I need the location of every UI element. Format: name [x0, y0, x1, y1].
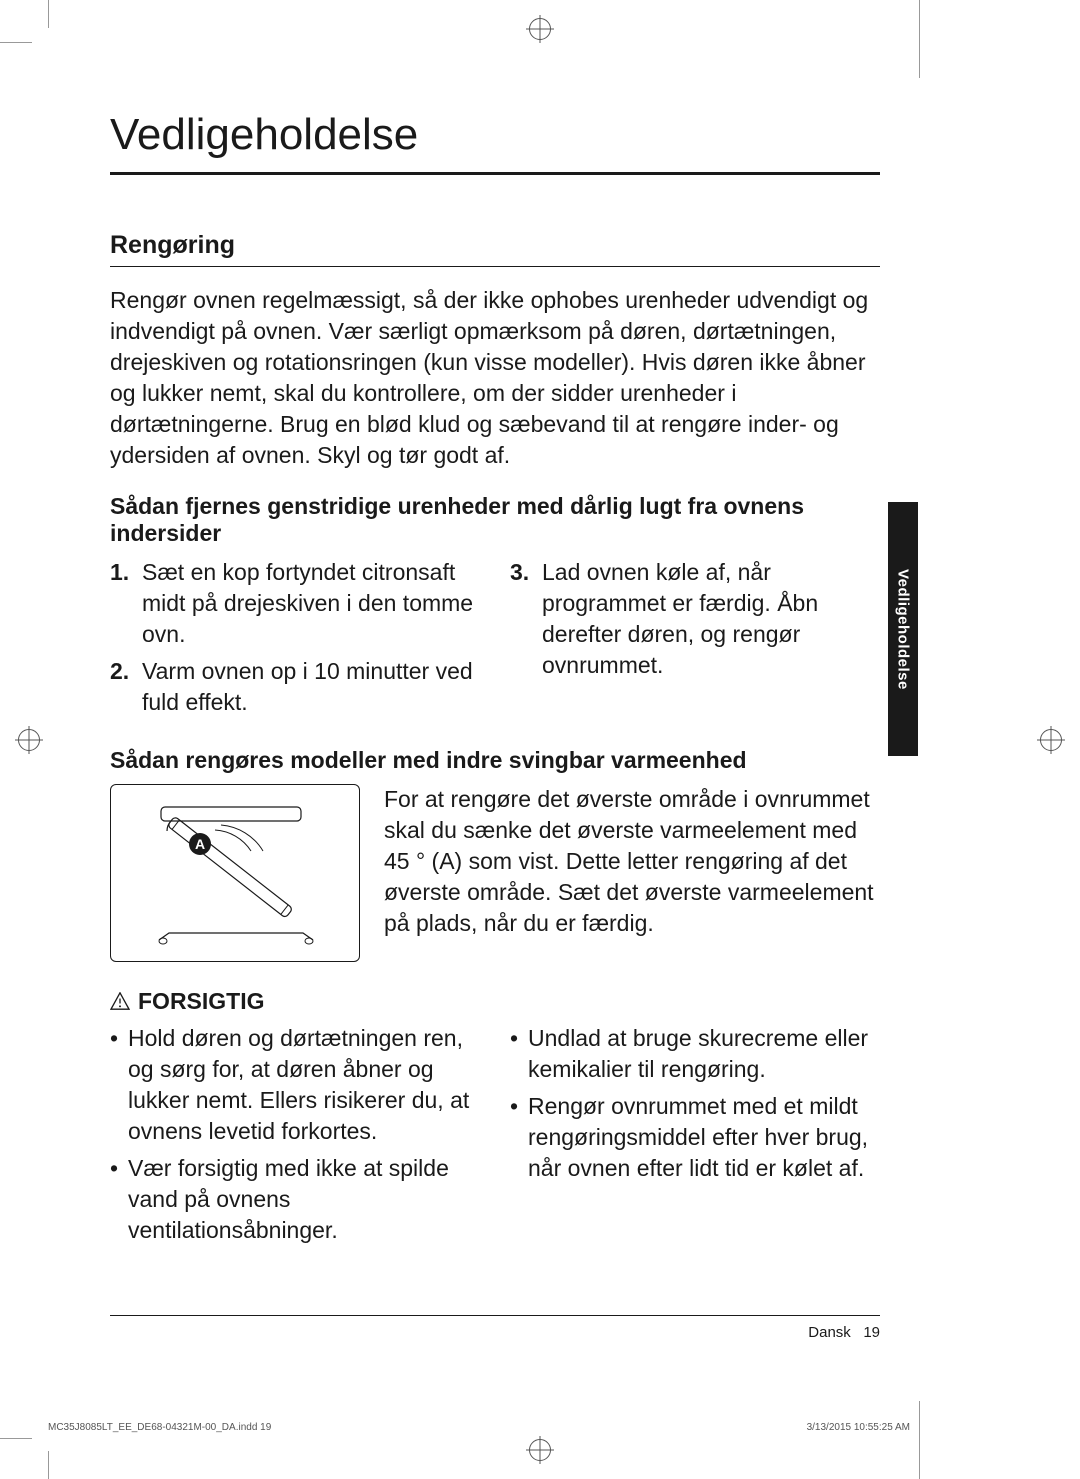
- diagram-row: A For at rengøre det øverste område i ov…: [110, 784, 880, 962]
- bullet-dot-icon: •: [110, 1023, 128, 1147]
- section-heading: Rengøring: [110, 231, 880, 267]
- footer-language: Dansk: [808, 1324, 851, 1341]
- bullet-text: Vær forsigtig med ikke at spilde vand på…: [128, 1153, 480, 1246]
- page-title: Vedligeholdelse: [110, 110, 880, 175]
- crop-mark: [48, 1451, 49, 1479]
- diagram-label-a: A: [189, 833, 211, 855]
- side-tab: Vedligeholdelse: [888, 502, 918, 756]
- crop-mark: [0, 1438, 32, 1439]
- bullet-item: • Hold døren og dørtætningen ren, og sør…: [110, 1023, 480, 1147]
- bullet-text: Rengør ovnrummet med et mildt rengørings…: [528, 1091, 880, 1184]
- steps-columns: 1. Sæt en kop fortyndet citronsaft midt …: [110, 557, 880, 724]
- crop-mark: [48, 0, 49, 28]
- oven-diagram: A: [110, 784, 360, 962]
- registration-mark-icon: [18, 729, 40, 751]
- registration-mark-icon: [1040, 729, 1062, 751]
- step-text: Sæt en kop fortyndet citronsaft midt på …: [142, 557, 480, 650]
- bullet-item: • Undlad at bruge skurecreme eller kemik…: [510, 1023, 880, 1085]
- bullet-item: • Vær forsigtig med ikke at spilde vand …: [110, 1153, 480, 1246]
- page-footer: Dansk 19: [110, 1315, 880, 1341]
- step-2: 2. Varm ovnen op i 10 minutter ved fuld …: [110, 656, 480, 718]
- crop-mark: [919, 1401, 920, 1479]
- print-timestamp: 3/13/2015 10:55:25 AM: [807, 1422, 910, 1433]
- print-filename: MC35J8085LT_EE_DE68-04321M-00_DA.indd 19: [48, 1422, 271, 1433]
- step-text: Varm ovnen op i 10 minutter ved fuld eff…: [142, 656, 480, 718]
- oven-diagram-svg: [111, 785, 361, 963]
- page-content: Vedligeholdelse Rengøring Rengør ovnen r…: [110, 110, 880, 1252]
- bullet-text: Undlad at bruge skurecreme eller kemikal…: [528, 1023, 880, 1085]
- step-3: 3. Lad ovnen køle af, når programmet er …: [510, 557, 880, 681]
- registration-mark-icon: [529, 18, 551, 40]
- bullet-dot-icon: •: [110, 1153, 128, 1246]
- bullet-dot-icon: •: [510, 1023, 528, 1085]
- warning-triangle-icon: [110, 992, 130, 1010]
- step-number: 2.: [110, 656, 142, 718]
- caution-heading: FORSIGTIG: [110, 988, 880, 1015]
- subheading-swing: Sådan rengøres modeller med indre svingb…: [110, 747, 880, 774]
- step-number: 1.: [110, 557, 142, 650]
- caution-label: FORSIGTIG: [138, 988, 265, 1015]
- bullet-text: Hold døren og dørtætningen ren, og sørg …: [128, 1023, 480, 1147]
- crop-mark: [0, 42, 32, 43]
- bullet-item: • Rengør ovnrummet med et mildt rengørin…: [510, 1091, 880, 1184]
- subheading-odor: Sådan fjernes genstridige urenheder med …: [110, 493, 880, 547]
- step-1: 1. Sæt en kop fortyndet citronsaft midt …: [110, 557, 480, 650]
- bullet-dot-icon: •: [510, 1091, 528, 1184]
- registration-mark-icon: [529, 1439, 551, 1461]
- step-number: 3.: [510, 557, 542, 681]
- crop-mark: [919, 0, 920, 78]
- footer-page-number: 19: [863, 1324, 880, 1341]
- diagram-description: For at rengøre det øverste område i ovnr…: [384, 784, 880, 962]
- caution-bullets: • Hold døren og dørtætningen ren, og sør…: [110, 1023, 880, 1252]
- step-text: Lad ovnen køle af, når programmet er fær…: [542, 557, 880, 681]
- intro-paragraph: Rengør ovnen regelmæssigt, så der ikke o…: [110, 285, 880, 471]
